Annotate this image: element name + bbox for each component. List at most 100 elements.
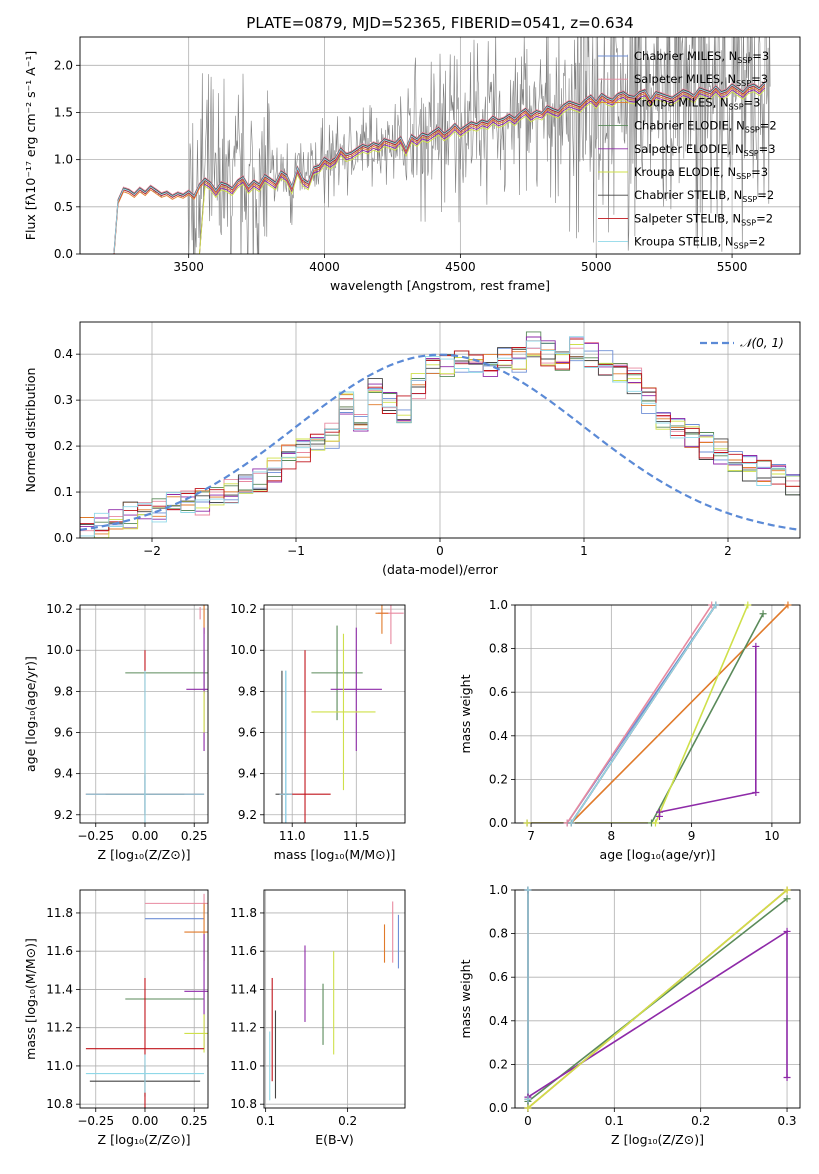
legend-entry: 𝒩(0, 1) bbox=[740, 336, 784, 350]
y-tick-label: 0.4 bbox=[489, 1014, 508, 1028]
x-tick-label: 4000 bbox=[309, 260, 340, 274]
x-tick-label: 2 bbox=[724, 544, 732, 558]
histogram-salpeter-stelib bbox=[80, 338, 800, 538]
model-line-kroupa-miles bbox=[113, 85, 766, 254]
axes-frame bbox=[514, 604, 801, 824]
x-axis-label: Z [log₁₀(Z/Z⊙)] bbox=[98, 1132, 191, 1147]
model-line-salpeter-elodie bbox=[194, 87, 766, 254]
errorbar-kroupa-stelib bbox=[85, 670, 205, 823]
x-axis-label: mass [log₁₀(M/M⊙)] bbox=[274, 847, 396, 862]
x-tick-label: −2 bbox=[143, 544, 161, 558]
plot-area-spectrum bbox=[113, 37, 771, 254]
x-axis-label: age [log₁₀(age/yr)] bbox=[600, 847, 716, 862]
y-tick-label: 0.2 bbox=[54, 439, 73, 453]
y-tick-label: 0.0 bbox=[489, 816, 508, 830]
weight-line-kroupa-elodie bbox=[527, 890, 788, 1108]
y-tick-label: 9.4 bbox=[238, 767, 257, 781]
y-tick-label: 0.6 bbox=[489, 685, 508, 699]
y-tick-label: 10.0 bbox=[230, 643, 257, 657]
y-tick-label: 1.5 bbox=[54, 105, 73, 119]
x-tick-label: 8 bbox=[608, 829, 616, 843]
x-tick-label: −1 bbox=[287, 544, 305, 558]
grid bbox=[264, 890, 405, 1108]
weight-line-salpeter-elodie bbox=[527, 929, 788, 1098]
weight-marker bbox=[783, 886, 791, 894]
axes-weight_vs_age: 7 8 9 10 0.0 0.2 0.4 0.6 0.8 1.0 age [log₁₀(age/yr… bbox=[458, 598, 801, 862]
y-tick-label: 9.6 bbox=[54, 726, 73, 740]
legend-entry: Salpeter MILES, NSSP=3 bbox=[634, 72, 768, 88]
y-tick-label: 11.8 bbox=[230, 906, 257, 920]
y-tick-label: 0.2 bbox=[489, 1057, 508, 1071]
histogram-chabrier-stelib bbox=[80, 347, 800, 538]
axes-frame bbox=[263, 889, 406, 1109]
weight-marker bbox=[752, 788, 760, 796]
x-tick-label: 0.1 bbox=[605, 1114, 624, 1128]
x-axis-label: E(B-V) bbox=[315, 1132, 354, 1147]
model-line-salpeter-miles bbox=[113, 80, 766, 252]
grid bbox=[264, 605, 405, 823]
y-tick-label: 0.4 bbox=[489, 729, 508, 743]
y-tick-label: 0.5 bbox=[54, 200, 73, 214]
errorbar-salpeter-stelib bbox=[85, 977, 205, 1108]
axes-age_vs_mass: 11.0 11.5 9.2 9.4 9.6 9.8 10.0 10.2 mass [log₁₀(… bbox=[230, 602, 406, 862]
weight-marker bbox=[524, 886, 532, 894]
y-tick-label: 11.8 bbox=[46, 906, 73, 920]
axes-weight_vs_Z: 0 0.1 0.2 0.3 0.0 0.2 0.4 0.6 0.8 1.0 Z [log₁₀(Z/Z… bbox=[458, 883, 801, 1147]
plot-area-age_vs_mass bbox=[275, 605, 404, 823]
x-tick-label: 0.1 bbox=[256, 1114, 275, 1128]
grid bbox=[515, 604, 800, 824]
axes-frame bbox=[79, 604, 209, 824]
weight-marker bbox=[712, 601, 720, 609]
y-axis-label: Normed distribution bbox=[23, 368, 38, 493]
y-tick-label: 11.4 bbox=[230, 982, 257, 996]
errorbar-kroupa-stelib bbox=[85, 1054, 205, 1093]
y-tick-label: 0.1 bbox=[54, 485, 73, 499]
y-axis-label: mass [log₁₀(M/M⊙)] bbox=[23, 938, 38, 1060]
y-tick-label: 0.0 bbox=[54, 247, 73, 261]
y-tick-label: 0.6 bbox=[489, 970, 508, 984]
weight-marker bbox=[567, 819, 575, 827]
y-tick-label: 10.0 bbox=[46, 643, 73, 657]
x-tick-label: 0 bbox=[436, 544, 444, 558]
y-axis-label: mass weight bbox=[458, 959, 473, 1038]
weight-marker bbox=[744, 601, 752, 609]
legend-entry: Chabrier STELIB, NSSP=2 bbox=[634, 188, 774, 204]
axes-frame bbox=[79, 36, 801, 255]
axes-residuals: −2 −1 0 1 2 0.0 0.1 0.2 0.3 0.4 (data-model)/error… bbox=[23, 321, 801, 577]
y-tick-label: 0.8 bbox=[489, 642, 508, 656]
weight-marker bbox=[783, 1073, 791, 1081]
axes-frame bbox=[79, 889, 209, 1109]
y-tick-label: 9.4 bbox=[54, 767, 73, 781]
model-line-kroupa-elodie bbox=[194, 89, 766, 254]
y-tick-label: 0.0 bbox=[489, 1101, 508, 1115]
y-axis-label: mass weight bbox=[458, 674, 473, 753]
x-tick-label: 0.2 bbox=[338, 1114, 357, 1128]
axes-mass_vs_Z: −0.25 0.00 0.25 10.8 11.0 11.2 11.4 11.6 11.8 Z [… bbox=[23, 889, 209, 1147]
weight-line-kroupa-elodie bbox=[527, 605, 749, 823]
weight-marker bbox=[752, 642, 760, 650]
legend-entry: Chabrier MILES, NSSP=3 bbox=[634, 49, 769, 65]
plot-area-residuals bbox=[80, 331, 800, 538]
x-tick-label: 9 bbox=[688, 829, 696, 843]
y-tick-label: 9.2 bbox=[238, 808, 257, 822]
x-axis-label: wavelength [Angstrom, rest frame] bbox=[330, 278, 550, 293]
model-line-kroupa-stelib bbox=[113, 82, 766, 254]
y-axis-label: age [log₁₀(age/yr)] bbox=[23, 656, 38, 772]
errorbar-kroupa-elodie bbox=[311, 633, 376, 791]
legend-entry: Salpeter ELODIE, NSSP=3 bbox=[634, 142, 776, 158]
errorbar-salpeter-elodie bbox=[330, 627, 382, 752]
errorbar-kroupa-elodie bbox=[184, 1014, 208, 1053]
y-tick-label: 11.6 bbox=[46, 944, 73, 958]
x-tick-label: 0.25 bbox=[181, 829, 208, 843]
weight-line-kroupa-miles bbox=[570, 605, 789, 823]
weight-marker bbox=[783, 927, 791, 935]
x-tick-label: 11.0 bbox=[279, 829, 306, 843]
y-tick-label: 9.8 bbox=[238, 684, 257, 698]
legend-entry: Chabrier ELODIE, NSSP=2 bbox=[634, 119, 777, 135]
model-line-salpeter-stelib bbox=[113, 83, 766, 254]
weight-marker bbox=[651, 819, 659, 827]
axes-mass_vs_ebv: 0.1 0.2 10.8 11.0 11.2 11.4 11.6 11.8 E(B-V) bbox=[230, 889, 406, 1147]
histogram-kroupa-stelib bbox=[80, 336, 800, 538]
x-tick-label: 0.25 bbox=[181, 1114, 208, 1128]
plot-area-mass_vs_Z bbox=[85, 893, 208, 1108]
